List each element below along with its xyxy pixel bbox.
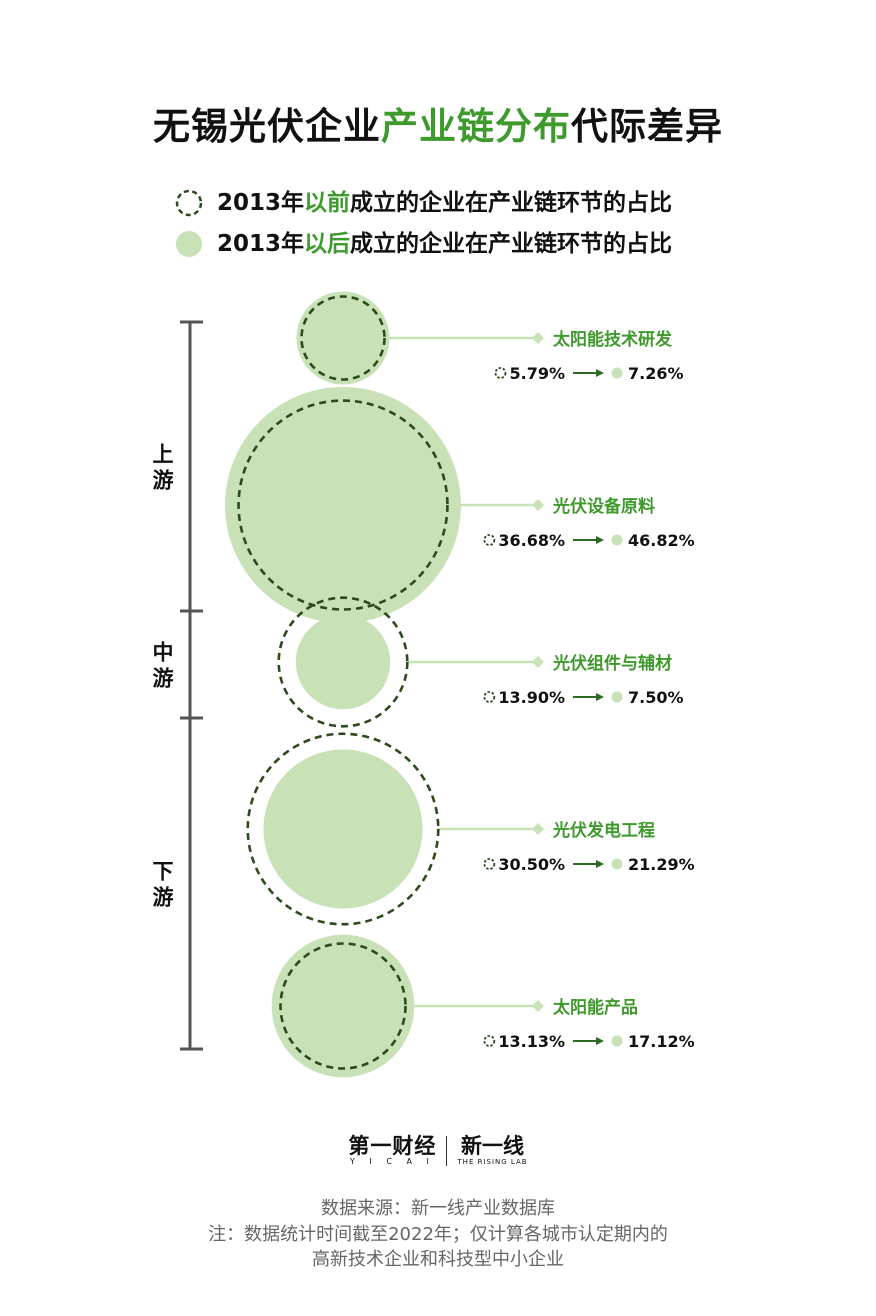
segment-label: 上	[153, 443, 174, 467]
diamond-marker	[532, 499, 544, 511]
dashed-circle-icon	[494, 367, 507, 379]
after-value: 7.26%	[628, 364, 684, 383]
segment-label: 下	[153, 860, 174, 884]
segment-label: 游	[153, 886, 174, 910]
title-part1: 无锡光伏企业	[153, 105, 381, 148]
arrow-right-icon	[596, 1037, 604, 1045]
bubble-after	[295, 614, 391, 710]
dashed-circle-icon	[483, 691, 496, 703]
bubble-after	[225, 387, 461, 623]
footer-source: 数据来源：新一线产业数据库	[321, 1198, 555, 1219]
filled-circle-icon	[176, 231, 202, 257]
bubble-before	[237, 399, 449, 611]
filled-circle-icon	[611, 858, 623, 870]
category-label: 太阳能产品	[553, 997, 638, 1018]
before-value: 5.79%	[509, 364, 565, 383]
arrow-right-icon	[596, 369, 604, 377]
bubble-before	[246, 732, 440, 926]
bubble-after	[271, 934, 415, 1078]
after-value: 46.82%	[628, 531, 695, 550]
legend-label-before: 2013年以前成立的企业在产业链环节的占比	[217, 190, 673, 216]
title-highlight: 产业链分布	[381, 105, 571, 148]
dashed-circle-icon	[483, 858, 496, 870]
bubble-after	[263, 749, 423, 909]
title-part2: 代际差异	[571, 105, 723, 148]
arrow-right-icon	[596, 693, 604, 701]
after-value: 17.12%	[628, 1032, 695, 1051]
chart-title: 无锡光伏企业产业链分布代际差异	[0, 96, 876, 150]
category-label: 光伏组件与辅材	[552, 653, 672, 674]
arrow-right-icon	[596, 860, 604, 868]
diamond-marker	[532, 332, 544, 344]
category-label: 光伏设备原料	[552, 496, 655, 517]
yicai-logo: 第一财经 Y I C A I	[348, 1134, 437, 1166]
bubble-before	[277, 596, 409, 728]
category-label: 太阳能技术研发	[553, 329, 673, 350]
diamond-marker	[532, 656, 544, 668]
before-value: 30.50%	[498, 855, 565, 874]
dashed-circle-icon	[175, 189, 203, 217]
filled-circle-icon	[611, 691, 623, 703]
before-value: 36.68%	[498, 531, 565, 550]
after-value: 7.50%	[628, 688, 684, 707]
category-label: 光伏发电工程	[552, 820, 655, 841]
logo-divider	[446, 1136, 448, 1166]
segment-label: 游	[153, 469, 174, 493]
dashed-circle-icon	[483, 1035, 496, 1047]
arrow-right-icon	[596, 536, 604, 544]
diamond-marker	[532, 823, 544, 835]
segment-label: 中	[153, 641, 174, 665]
before-value: 13.13%	[498, 1032, 565, 1051]
filled-circle-icon	[611, 367, 623, 379]
filled-circle-icon	[611, 1035, 623, 1047]
segment-label: 游	[153, 667, 174, 691]
footer-note: 注：数据统计时间截至2022年；仅计算各城市认定期内的	[208, 1224, 668, 1245]
bubble-before	[279, 942, 407, 1070]
bubble-after	[296, 291, 390, 385]
filled-circle-icon	[611, 534, 623, 546]
rising-lab-logo: 新一线 THE RISING LAB	[457, 1134, 528, 1166]
bubble-before	[300, 295, 386, 381]
logos: 第一财经 Y I C A I 新一线 THE RISING LAB	[0, 1135, 876, 1171]
legend-label-after: 2013年以后成立的企业在产业链环节的占比	[217, 231, 673, 257]
footer-note-2: 高新技术企业和科技型中小企业	[312, 1249, 564, 1270]
after-value: 21.29%	[628, 855, 695, 874]
before-value: 13.90%	[498, 688, 565, 707]
diamond-marker	[532, 1000, 544, 1012]
dashed-circle-icon	[483, 534, 496, 546]
